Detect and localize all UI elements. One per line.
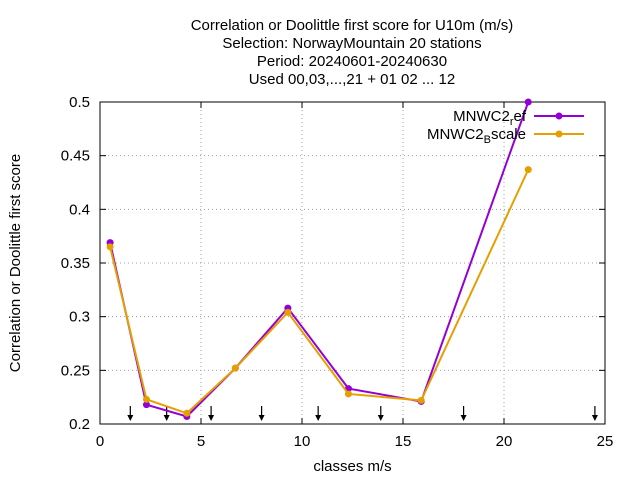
- y-tick-label: 0.5: [69, 94, 90, 111]
- data-point: [142, 395, 150, 403]
- title-line-1: Selection: NorwayMountain 20 stations: [222, 35, 481, 52]
- data-point: [231, 364, 239, 372]
- x-tick-label: 20: [496, 433, 513, 450]
- legend-swatch-point-0: [555, 112, 563, 120]
- series-line-1: [109, 169, 530, 415]
- series-line-0: [109, 101, 530, 418]
- x-tick-label: 0: [96, 433, 104, 450]
- data-point: [106, 243, 114, 251]
- y-tick-label: 0.3: [69, 309, 90, 326]
- chart-title: Correlation or Doolittle first score for…: [191, 17, 514, 88]
- data-point: [142, 401, 150, 409]
- x-tick-label: 25: [597, 433, 614, 450]
- data-point: [284, 308, 292, 316]
- class-limit-arrow-head: [377, 415, 384, 421]
- grid: [100, 102, 605, 424]
- class-limit-arrow-head: [460, 415, 467, 421]
- y-tick-label: 0.2: [69, 416, 90, 433]
- x-tick-label: 15: [395, 433, 412, 450]
- series: [106, 98, 532, 420]
- legend-label-1: MNWC2Bscale: [427, 126, 526, 146]
- axis-ticks: 0 5 10 15 20 25 0.2 0.25 0.3 0.35 0.4 0.45 0.5: [61, 94, 614, 450]
- class-limit-arrow-head: [208, 415, 215, 421]
- x-axis-label: classes m/s: [313, 458, 391, 475]
- data-point: [344, 390, 352, 398]
- y-tick-label: 0.4: [69, 201, 90, 218]
- y-tick-label: 0.35: [61, 255, 90, 272]
- legend-swatch-point-1: [555, 130, 563, 138]
- title-line-3: Used 00,03,...,21 + 01 02 ... 12: [249, 71, 455, 88]
- class-limit-arrows: [127, 406, 598, 421]
- class-limit-arrow-head: [258, 415, 265, 421]
- legend-label-0: MNWC2ref: [453, 108, 527, 128]
- data-point: [183, 409, 191, 417]
- data-point: [417, 396, 425, 404]
- y-axis-label: Correlation or Doolittle first score: [7, 154, 24, 372]
- y-tick-label: 0.45: [61, 148, 90, 165]
- data-point: [524, 166, 532, 174]
- class-limit-arrow-head: [591, 415, 598, 421]
- data-point: [524, 98, 532, 106]
- class-limit-arrow-head: [163, 415, 170, 421]
- y-tick-label: 0.25: [61, 362, 90, 379]
- title-line-2: Period: 20240601-20240630: [257, 53, 447, 70]
- x-tick-label: 5: [197, 433, 205, 450]
- title-line-0: Correlation or Doolittle first score for…: [191, 17, 514, 34]
- class-limit-arrow-head: [127, 415, 134, 421]
- class-limit-arrow-head: [315, 415, 322, 421]
- x-tick-label: 10: [294, 433, 311, 450]
